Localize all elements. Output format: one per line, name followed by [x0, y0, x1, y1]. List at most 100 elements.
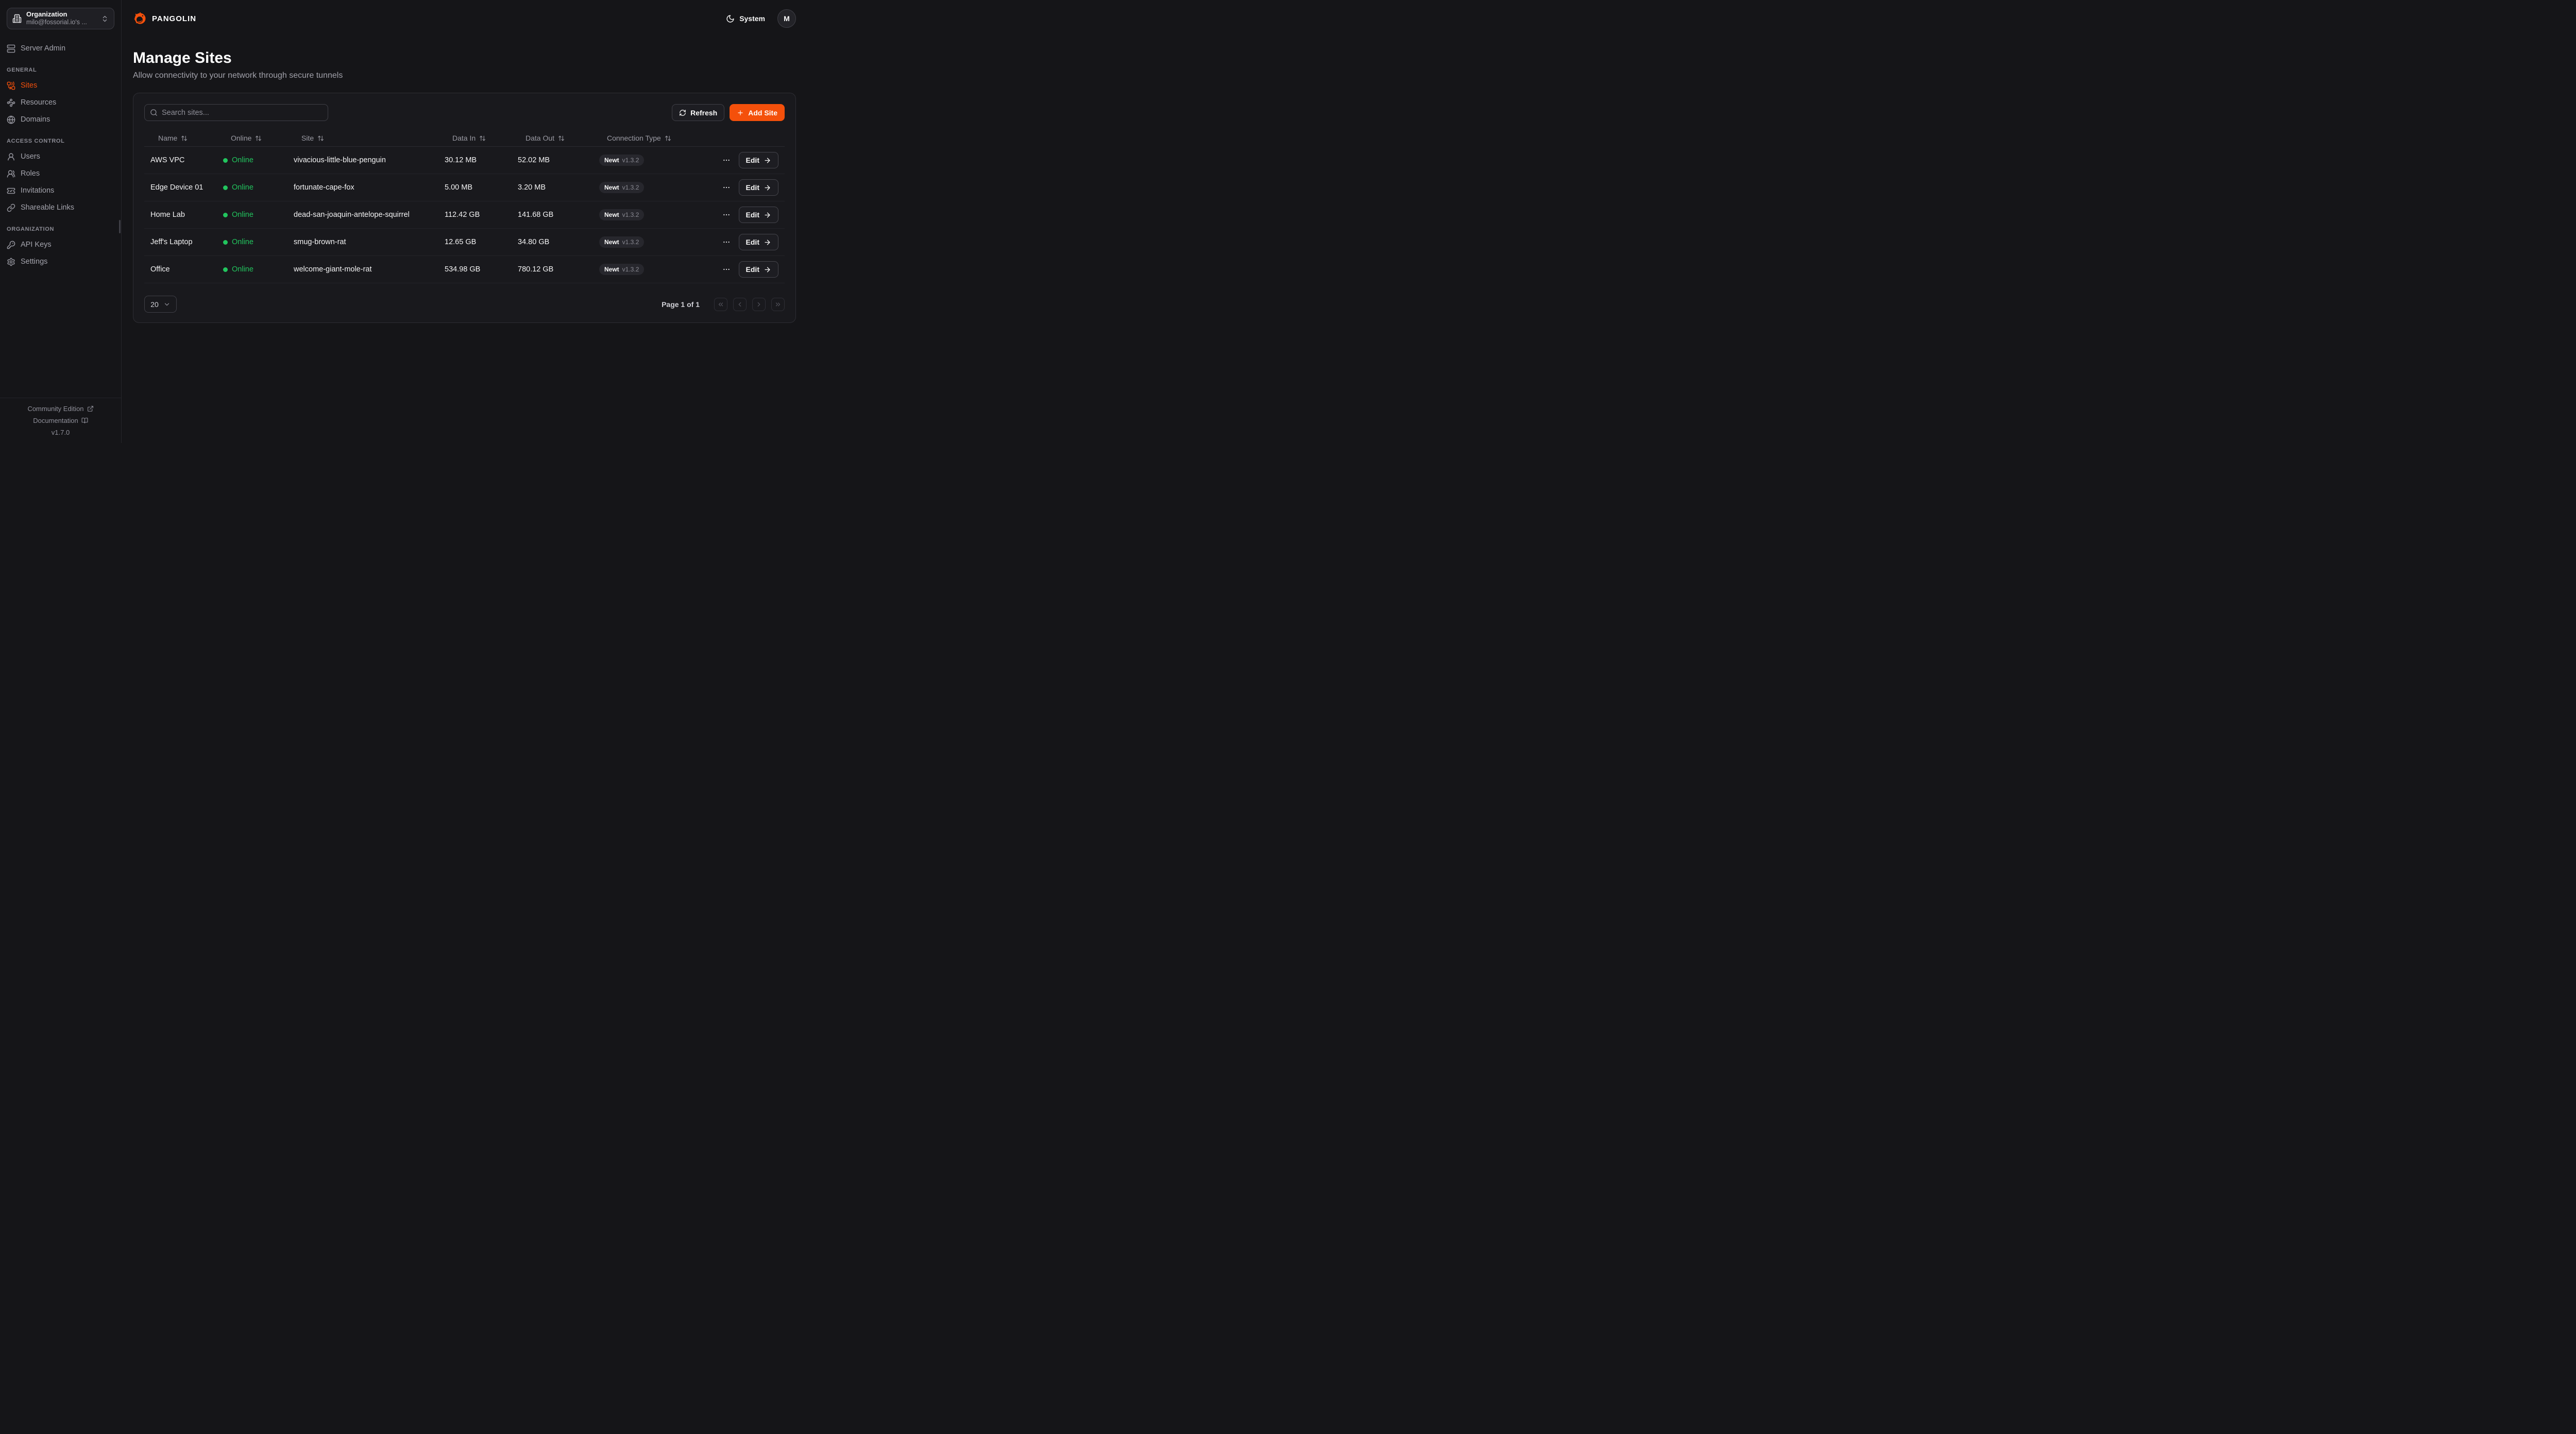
cell-data-out: 3.20 MB [518, 183, 546, 192]
online-dot-icon [223, 267, 228, 272]
page-size-select[interactable]: 20 [144, 296, 177, 313]
cell-site: smug-brown-rat [294, 238, 346, 246]
previous-page-button[interactable] [733, 297, 747, 311]
sidebar-scrollbar[interactable] [119, 220, 121, 233]
connection-type-badge: Newt v1.3.2 [599, 155, 645, 166]
status-label: Online [232, 238, 253, 246]
chevrons-up-down-icon [103, 15, 107, 22]
sidebar-item-invitations[interactable]: Invitations [7, 184, 114, 197]
sort-icon [558, 135, 564, 141]
next-page-button[interactable] [752, 297, 766, 311]
status-label: Online [232, 211, 253, 219]
column-header-data-in[interactable]: Data In [438, 134, 512, 142]
key-icon [7, 241, 15, 249]
sidebar-item-users[interactable]: Users [7, 150, 114, 163]
sidebar-item-sites[interactable]: Sites [7, 79, 114, 92]
chevrons-right-icon [775, 302, 781, 306]
pagination: 20 Page 1 of 1 [144, 296, 785, 313]
cell-data-in: 5.00 MB [445, 183, 472, 192]
sidebar-item-label: Resources [21, 98, 57, 107]
edit-button[interactable]: Edit [738, 207, 778, 223]
edit-button[interactable]: Edit [738, 179, 778, 196]
cell-name: Home Lab [150, 211, 185, 219]
row-menu-button[interactable] [721, 155, 732, 165]
sites-card: Refresh Add Site Name Online [133, 93, 796, 323]
sidebar-item-roles[interactable]: Roles [7, 167, 114, 180]
sidebar-item-shareable-links[interactable]: Shareable Links [7, 201, 114, 214]
column-header-site[interactable]: Site [287, 134, 438, 142]
edit-label: Edit [745, 156, 759, 164]
cell-data-out: 141.68 GB [518, 211, 554, 219]
user-icon [8, 152, 14, 161]
status-label: Online [232, 156, 253, 164]
column-header-data-out[interactable]: Data Out [512, 134, 593, 142]
ellipsis-icon [723, 186, 730, 189]
ellipsis-icon [723, 241, 730, 243]
connection-type-badge: Newt v1.3.2 [599, 209, 645, 220]
avatar[interactable]: M [777, 9, 796, 28]
table-row: Jeff's Laptop Online smug-brown-rat 12.6… [144, 229, 785, 256]
online-dot-icon [223, 240, 228, 245]
community-edition-link[interactable]: Community Edition [27, 405, 93, 413]
table-row: Office Online welcome-giant-mole-rat 534… [144, 256, 785, 283]
add-site-label: Add Site [748, 108, 777, 117]
connection-version: v1.3.2 [622, 211, 639, 218]
page-info: Page 1 of 1 [662, 300, 700, 309]
cell-site: welcome-giant-mole-rat [294, 265, 372, 274]
column-header-online[interactable]: Online [217, 134, 287, 142]
ellipsis-icon [723, 159, 730, 161]
sidebar-item-server-admin[interactable]: Server Admin [7, 42, 114, 55]
column-label: Online [231, 134, 252, 142]
org-subtitle: milo@fossorial.io's ... [26, 19, 87, 26]
sort-icon [480, 135, 486, 141]
card-toolbar: Refresh Add Site [144, 104, 785, 121]
connection-type-badge: Newt v1.3.2 [599, 236, 645, 248]
connection-version: v1.3.2 [622, 157, 639, 164]
section-label-general: GENERAL [7, 67, 37, 73]
sidebar-item-label: Users [21, 152, 40, 161]
column-header-connection-type[interactable]: Connection Type [593, 134, 711, 142]
column-header-name[interactable]: Name [144, 134, 217, 142]
plus-icon [738, 110, 743, 115]
refresh-button[interactable]: Refresh [672, 104, 725, 121]
documentation-link[interactable]: Documentation [33, 417, 88, 424]
row-menu-button[interactable] [721, 210, 732, 220]
status-badge: Online [223, 156, 287, 164]
sidebar-item-api-keys[interactable]: API Keys [7, 238, 114, 251]
edit-button[interactable]: Edit [738, 261, 778, 278]
cell-name: Office [150, 265, 170, 274]
search-input[interactable] [162, 108, 323, 117]
ellipsis-icon [723, 214, 730, 216]
sidebar-item-resources[interactable]: Resources [7, 96, 114, 109]
add-site-button[interactable]: Add Site [730, 104, 785, 121]
arrow-right-icon [765, 267, 770, 272]
status-badge: Online [223, 265, 287, 274]
connection-type-badge: Newt v1.3.2 [599, 264, 645, 275]
edit-label: Edit [745, 265, 759, 274]
online-dot-icon [223, 185, 228, 190]
section-label-organization: ORGANIZATION [7, 226, 55, 232]
org-switcher[interactable]: Organization milo@fossorial.io's ... [7, 8, 114, 29]
link-icon [7, 203, 15, 212]
edit-button[interactable]: Edit [738, 152, 778, 168]
last-page-button[interactable] [771, 297, 785, 311]
edit-button[interactable]: Edit [738, 234, 778, 250]
page-head: Manage Sites Allow connectivity to your … [122, 37, 808, 80]
sidebar-item-domains[interactable]: Domains [7, 113, 114, 126]
theme-toggle[interactable]: System [726, 14, 765, 23]
sort-icon [665, 135, 671, 141]
row-menu-button[interactable] [721, 237, 732, 247]
documentation-label: Documentation [33, 417, 78, 424]
connection-version: v1.3.2 [622, 238, 639, 246]
toolbar-actions: Refresh Add Site [672, 104, 785, 121]
sidebar-item-settings[interactable]: Settings [7, 255, 114, 268]
first-page-button[interactable] [714, 297, 727, 311]
online-dot-icon [223, 212, 228, 217]
building-icon [12, 14, 22, 23]
globe-icon [7, 115, 15, 124]
cell-site: dead-san-joaquin-antelope-squirrel [294, 211, 410, 219]
cell-name: Jeff's Laptop [150, 238, 193, 246]
row-menu-button[interactable] [721, 264, 732, 275]
page-size-value: 20 [150, 300, 159, 309]
row-menu-button[interactable] [721, 182, 732, 193]
